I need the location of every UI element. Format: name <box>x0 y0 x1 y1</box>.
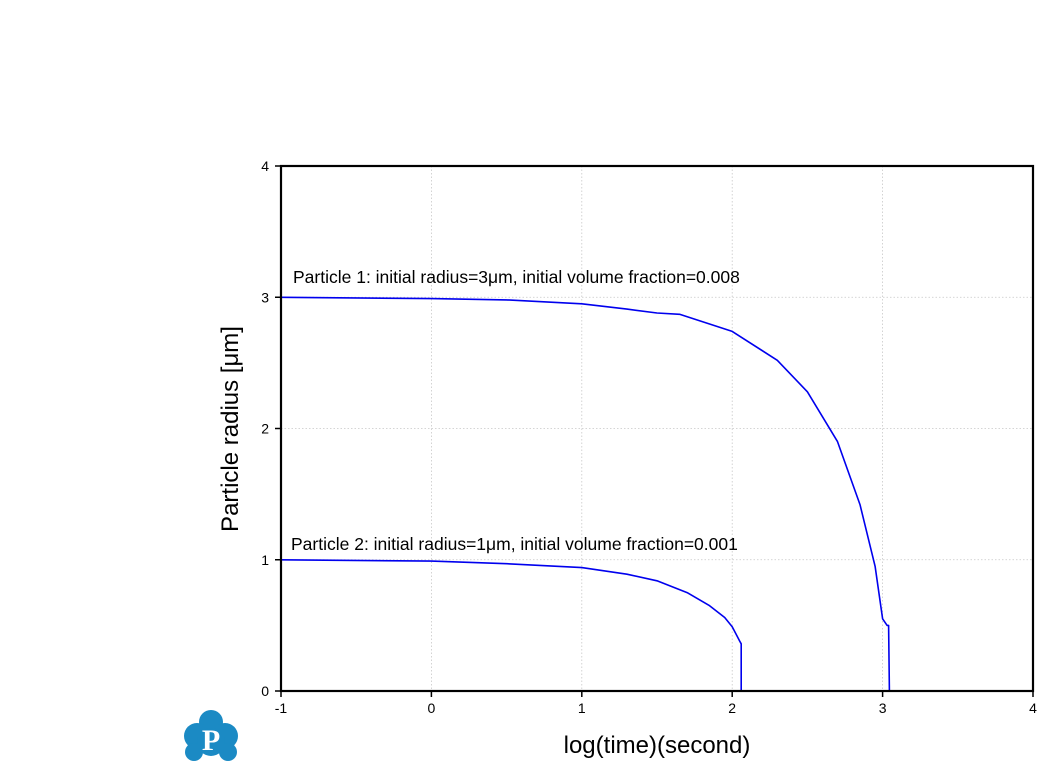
x-tick-label: 2 <box>728 700 736 716</box>
series-line-particle-2 <box>280 559 743 691</box>
y-tick-label: 4 <box>261 158 269 174</box>
y-tick-label: 3 <box>261 289 269 305</box>
y-tick-label: 2 <box>261 421 269 437</box>
series-group <box>280 296 891 692</box>
y-axis-label: Particle radius [μm] <box>217 326 244 532</box>
grid <box>281 166 1033 691</box>
x-tick-label: 0 <box>428 700 436 716</box>
x-tick-label: 1 <box>578 700 586 716</box>
annotation-particle-1: Particle 1: initial radius=3μm, initial … <box>293 267 740 287</box>
logo-cloud <box>184 710 238 761</box>
y-tick-label: 0 <box>261 683 269 699</box>
y-tick-label: 1 <box>261 552 269 568</box>
annotation-particle-2: Particle 2: initial radius=1μm, initial … <box>291 534 738 554</box>
series-line-particle-1 <box>280 296 891 692</box>
ticks: -1 0 1 2 3 4 0 1 2 3 4 <box>261 158 1037 716</box>
x-tick-label: 4 <box>1029 700 1037 716</box>
x-tick-label: -1 <box>275 700 288 716</box>
x-tick-label: 3 <box>879 700 887 716</box>
x-axis-label: log(time)(second) <box>564 732 751 759</box>
logo-letter: P <box>202 724 220 757</box>
brand-logo-icon: P <box>184 710 238 761</box>
